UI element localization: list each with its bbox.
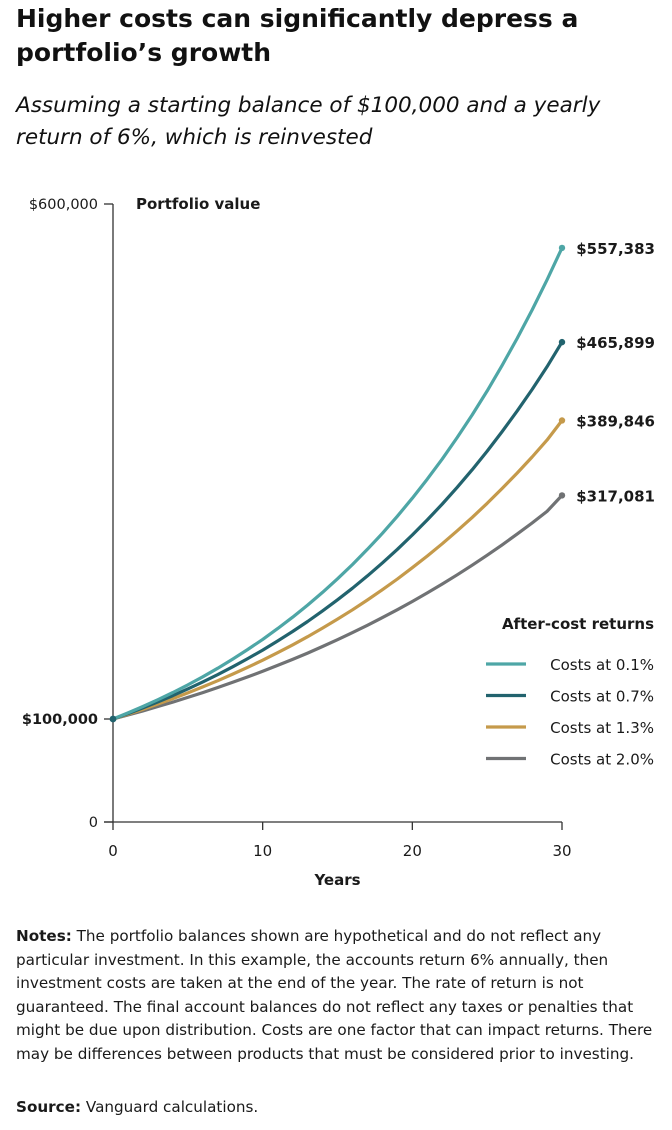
source-text: Vanguard calculations. <box>81 1098 259 1116</box>
series-end-label: $557,383 <box>576 240 655 258</box>
x-tick-label: 10 <box>253 842 272 860</box>
notes-label: Notes: <box>16 927 72 945</box>
series-line <box>111 340 564 721</box>
legend-label: Costs at 1.3% <box>550 719 654 737</box>
chart-axes: $600,000 $100,000 00 10 20 30 Portfolio value Y… <box>22 195 572 889</box>
series-line <box>111 493 564 721</box>
x-tick-label: 20 <box>403 842 422 860</box>
chart-source: Source: Vanguard calculations. <box>16 1096 661 1120</box>
chart-notes: Notes: The portfolio balances shown are … <box>16 925 661 1066</box>
page-title: Higher costs can significantly depress a… <box>16 4 579 67</box>
y-tick-label: $600,000 <box>29 197 98 213</box>
y-axis-title: Portfolio value <box>136 195 260 213</box>
series-end-point <box>558 492 566 499</box>
x-axis-title: Years <box>313 871 360 889</box>
series-end-label: $389,846 <box>576 412 655 430</box>
legend-label: Costs at 0.7% <box>550 688 654 706</box>
legend-title: After-cost returns <box>502 615 654 633</box>
series-end-label: $317,081 <box>576 487 655 505</box>
x-tick-label: 0 <box>108 842 118 860</box>
series-line <box>111 418 564 721</box>
chart-series-lines <box>109 244 566 723</box>
x-tick-label: 30 <box>552 842 571 860</box>
page-subtitle: Assuming a starting balance of $100,000 … <box>16 93 601 150</box>
series-end-point <box>558 244 566 252</box>
series-line <box>111 246 564 721</box>
series-end-label: $465,899 <box>576 334 655 352</box>
source-label: Source: <box>16 1098 82 1116</box>
series-start-point <box>109 715 117 723</box>
chart-legend: After-cost returns Costs at 0.1% Costs at … <box>486 615 654 769</box>
chart-end-labels: $557,383 $465,899 $389,846 $317,081 <box>576 240 655 506</box>
line-chart: $600,000 $100,000 00 10 20 30 Portfolio value Y… <box>22 195 655 889</box>
y-tick-label: 0 <box>89 815 98 831</box>
legend-label: Costs at 0.1% <box>550 656 654 674</box>
y-tick-label: $100,000 <box>22 712 98 728</box>
notes-text: The portfolio balances shown are hypothe… <box>16 927 653 1063</box>
series-end-point <box>558 417 566 424</box>
series-end-point <box>558 338 566 346</box>
legend-label: Costs at 2.0% <box>550 751 654 769</box>
